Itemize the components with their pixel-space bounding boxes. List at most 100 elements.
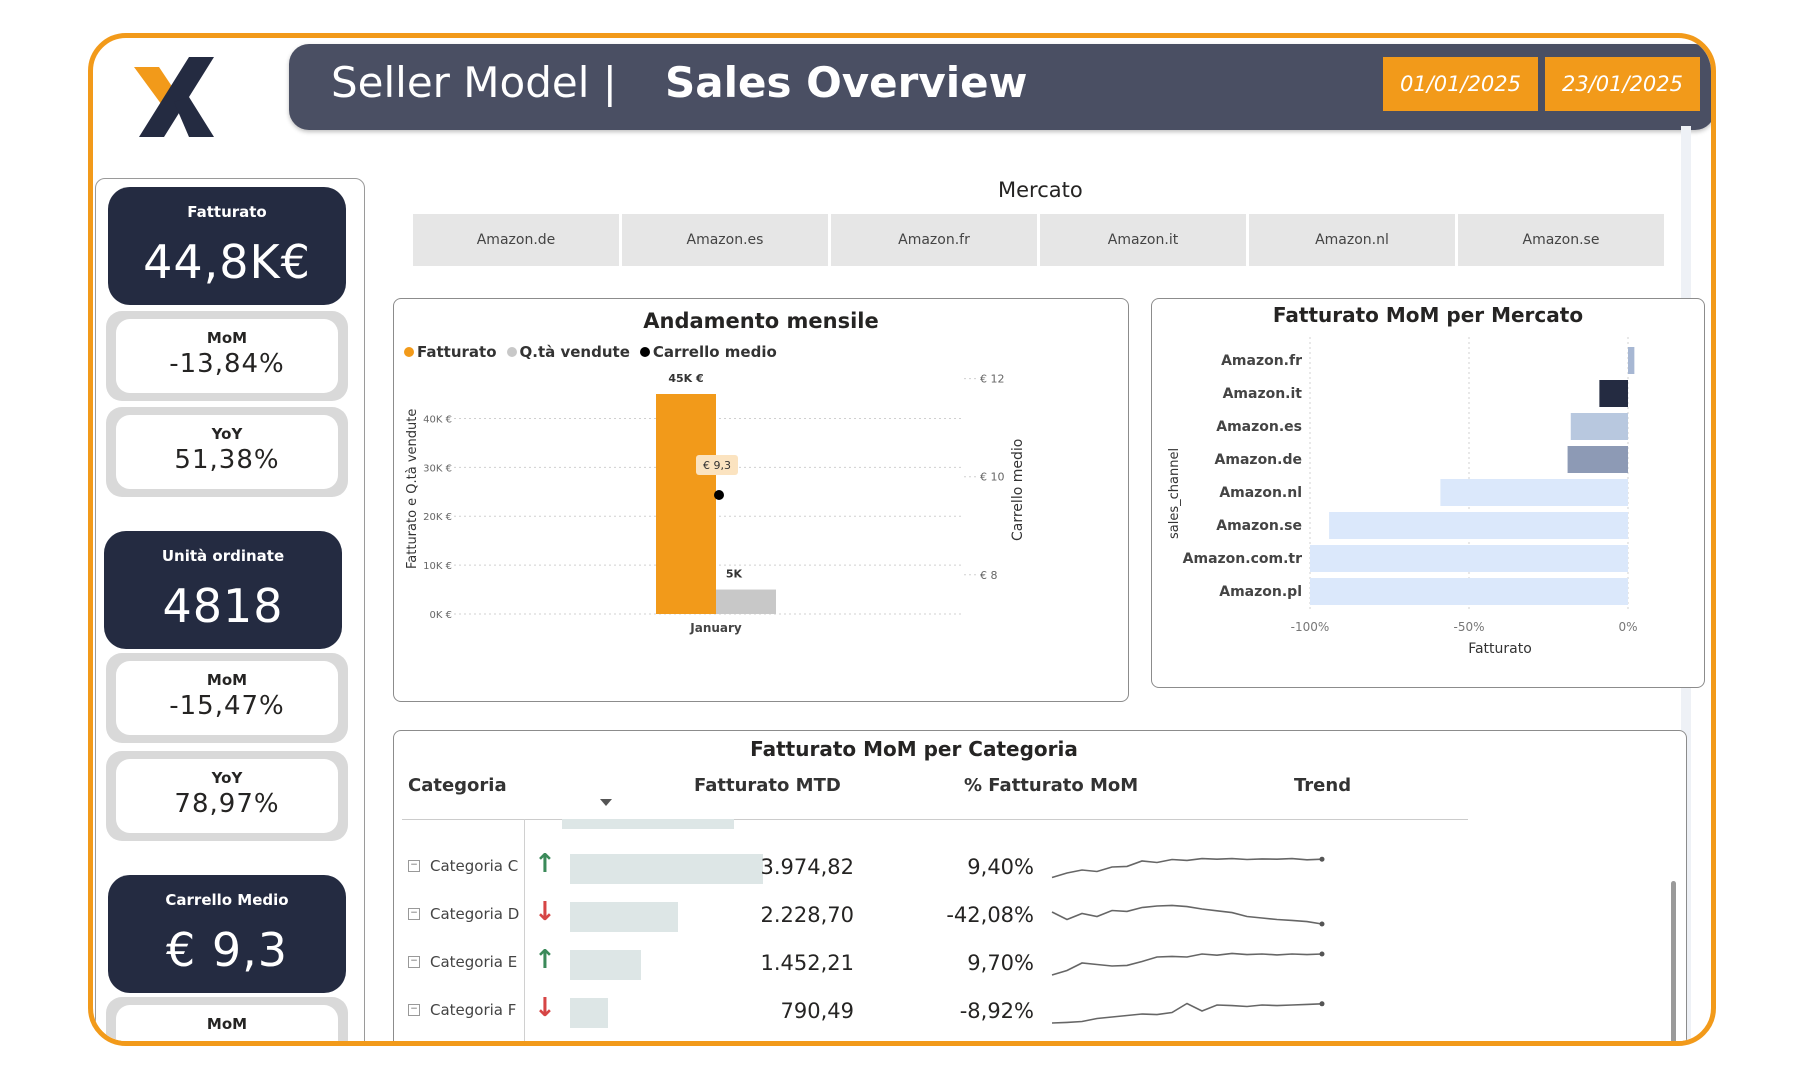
data-label: 45K €	[668, 372, 703, 385]
col-header-trend[interactable]: Trend	[1294, 775, 1352, 796]
fatturato-mtd-value: 3.974,82	[760, 855, 854, 879]
fatturato-mtd-value: 790,49	[780, 999, 854, 1023]
mom-market-card: Fatturato MoM per Mercato -100% -50% 0% Ama…	[1151, 298, 1705, 688]
legend-item[interactable]: Fatturato	[404, 343, 497, 361]
data-bar	[570, 902, 679, 932]
legend-dot-icon	[506, 347, 517, 357]
data-label: € 9,3	[703, 459, 731, 472]
sort-desc-icon[interactable]	[600, 799, 612, 806]
col-header-fatturato-mtd[interactable]: Fatturato MTD	[694, 775, 841, 796]
sparkline-end-dot	[1319, 951, 1325, 957]
expand-icon[interactable]: −	[408, 908, 420, 920]
bar-mercato[interactable]	[1310, 545, 1628, 572]
kpi-label: Unità ordinate	[161, 547, 285, 565]
bar-mercato[interactable]	[1567, 446, 1628, 473]
fatturato-mom-value: 9,70%	[967, 951, 1034, 975]
page-title-prefix: Seller Model |	[331, 58, 617, 107]
kpi-unita-yoy-card: YoY 78,97%	[106, 751, 348, 841]
kpi-label: Fatturato	[187, 203, 267, 221]
legend-label: Q.tà vendute	[519, 343, 630, 361]
y-tick-label: 20K €	[423, 512, 452, 523]
fatturato-mom-value: -42,08%	[946, 903, 1034, 927]
col-header-fatturato-mom[interactable]: % Fatturato MoM	[964, 775, 1139, 796]
kpi-label: MoM	[206, 329, 248, 347]
sparkline-end-dot	[1319, 1001, 1325, 1007]
x-axis-title: Fatturato	[1468, 641, 1532, 657]
header-bar: Seller Model | Sales Overview 01/01/2025…	[289, 44, 1711, 130]
chart-title: Andamento mensile	[643, 309, 879, 333]
y-tick-label: Amazon.se	[1216, 518, 1302, 534]
col-header-categoria[interactable]: Categoria	[408, 775, 507, 796]
date-start-filter[interactable]: 01/01/2025	[1383, 57, 1538, 111]
category-table-card: Fatturato MoM per Categoria Categoria Fa…	[393, 730, 1687, 1041]
kpi-value: -15,47%	[169, 691, 285, 721]
category-name: Categoria E	[430, 953, 518, 971]
bar-mercato[interactable]	[1440, 479, 1628, 506]
kpi-label: YoY	[211, 769, 243, 787]
fatturato-mom-value: -8,92%	[959, 999, 1034, 1023]
table-row[interactable]: − Categoria D ↓ 2.228,70 -42,08%	[402, 897, 1332, 937]
trend-sparkline	[1051, 856, 1325, 879]
arrow-up-icon: ↑	[534, 945, 556, 975]
expand-icon[interactable]: −	[408, 860, 420, 872]
y2-tick-label: € 12	[980, 373, 1005, 386]
y-tick-label: Amazon.it	[1223, 386, 1303, 402]
fatturato-mtd-value: 2.228,70	[760, 903, 854, 927]
legend-dot-icon	[639, 347, 650, 357]
bar-mercato[interactable]	[1599, 380, 1628, 407]
kpi-unita-card: Unità ordinate 4818	[104, 531, 342, 649]
mercato-tile[interactable]: Amazon.de	[413, 214, 619, 266]
table-scrollbar[interactable]	[1671, 881, 1676, 1041]
point-carrello-medio[interactable]	[714, 490, 724, 501]
page-title: Sales Overview	[665, 58, 1028, 107]
sparkline-end-dot	[1319, 856, 1325, 862]
y2-tick-label: € 8	[980, 569, 998, 582]
y-tick-label: 0K €	[430, 610, 452, 621]
mercato-tile[interactable]: Amazon.es	[622, 214, 828, 266]
fatturato-mtd-value: 1.452,21	[760, 951, 854, 975]
kpi-carrello-mom-card: MoM	[106, 997, 348, 1041]
x-tick-label: 0%	[1618, 620, 1637, 634]
category-name: Categoria C	[430, 857, 519, 875]
bar-mercato[interactable]	[1329, 512, 1628, 539]
legend-item[interactable]: Carrello medio	[639, 343, 777, 361]
bar-fatturato[interactable]	[656, 394, 716, 614]
expand-icon[interactable]: −	[408, 956, 420, 968]
sparkline-path	[1051, 857, 1323, 879]
data-label-bg	[696, 455, 738, 476]
y2-tick-label: € 10	[980, 471, 1005, 484]
chart-legend: Fatturato Q.tà vendute Carrello medio	[404, 343, 777, 361]
table-row[interactable]: − Categoria F ↓ 790,49 -8,92%	[402, 993, 1332, 1033]
mercato-tile[interactable]: Amazon.nl	[1249, 214, 1455, 266]
date-end-filter[interactable]: 23/01/2025	[1545, 57, 1700, 111]
legend-item[interactable]: Q.tà vendute	[506, 343, 630, 361]
kpi-label: YoY	[211, 425, 243, 443]
kpi-value: 78,97%	[174, 789, 280, 819]
y-axis-title: sales_channel	[1167, 448, 1182, 539]
table-row[interactable]: − Categoria C ↑ 3.974,82 9,40%	[402, 849, 1332, 889]
kpi-value: 4818	[162, 579, 284, 633]
sparkline-path	[1051, 952, 1323, 976]
mercato-tile[interactable]: Amazon.it	[1040, 214, 1246, 266]
bar-mercato[interactable]	[1628, 347, 1635, 374]
y-tick-label: Amazon.fr	[1221, 353, 1302, 369]
trend-sparkline	[1051, 951, 1325, 976]
kpi-fatturato-mom-card: MoM -13,84%	[106, 311, 348, 401]
kpi-panel: Fatturato 44,8K€ MoM -13,84% YoY 51,38% …	[95, 178, 365, 1041]
dashboard-frame: Seller Model | Sales Overview 01/01/2025…	[88, 33, 1716, 1046]
y-tick-label: Amazon.es	[1216, 419, 1302, 435]
y2-axis-title: Carrello medio	[1010, 439, 1026, 541]
data-bar	[570, 998, 608, 1028]
mercato-slicer: Amazon.de Amazon.es Amazon.fr Amazon.it …	[413, 214, 1664, 266]
data-bar	[570, 854, 763, 884]
kpi-label: MoM	[206, 671, 248, 689]
legend-label: Fatturato	[417, 343, 497, 361]
bar-mercato[interactable]	[1570, 413, 1628, 440]
expand-icon[interactable]: −	[408, 1004, 420, 1016]
table-row[interactable]: − Categoria E ↑ 1.452,21 9,70%	[402, 945, 1332, 985]
mercato-tile[interactable]: Amazon.fr	[831, 214, 1037, 266]
mercato-tile[interactable]: Amazon.se	[1458, 214, 1664, 266]
bar-qta-vendute[interactable]	[716, 589, 776, 614]
bar-mercato[interactable]	[1310, 578, 1628, 605]
legend-label: Carrello medio	[652, 343, 777, 361]
